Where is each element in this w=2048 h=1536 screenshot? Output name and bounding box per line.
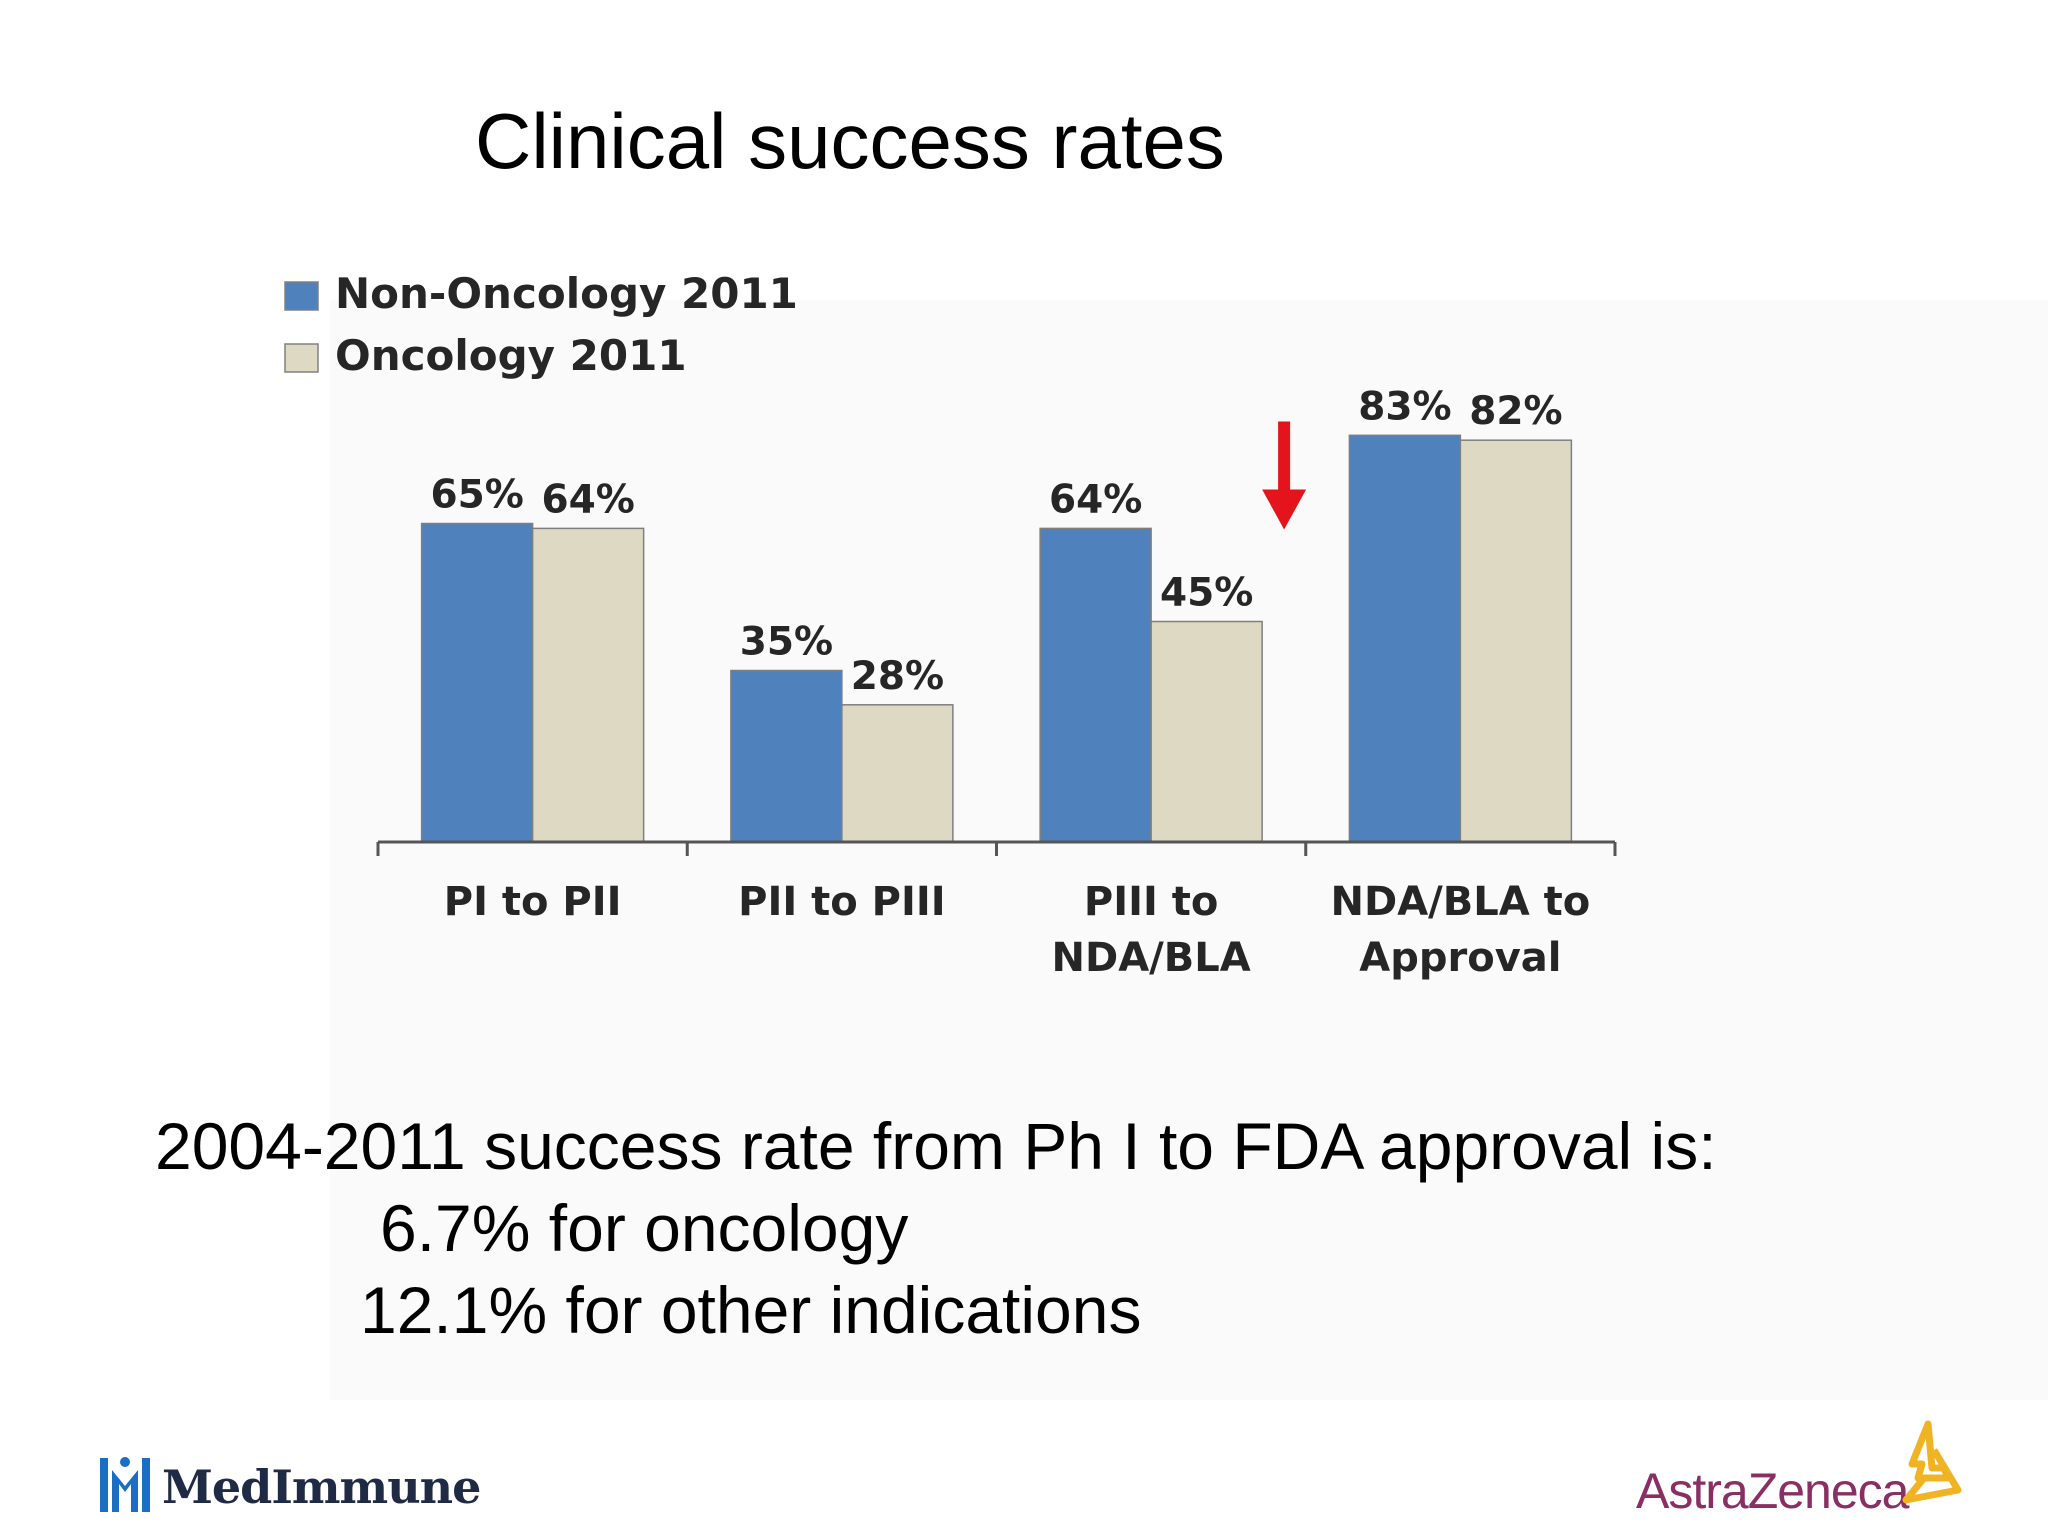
astrazeneca-wordmark: AstraZeneca [1636,1463,1909,1519]
astrazeneca-logo: AstraZeneca [1636,1420,1966,1520]
bar [730,669,843,843]
bar [1348,434,1462,843]
data-label: 35% [740,620,833,665]
data-label: 65% [430,473,523,518]
category-label: PIII to [1084,879,1219,925]
data-label: 45% [1160,571,1253,616]
category-label: PI to PII [444,879,622,925]
data-label: 64% [541,477,634,522]
bar [1039,527,1152,843]
data-label: 64% [1049,477,1142,522]
bar [1459,439,1573,843]
bar [531,527,645,843]
category-label: NDA/BLA to [1331,879,1591,925]
slide-title: Clinical success rates [475,97,1225,185]
success-rate-bar-chart: Non-Oncology 2011 Oncology 2011 65% 64% PI t… [284,269,1617,981]
legend-swatch [284,281,319,311]
medimmune-wordmark: MedImmune [162,1460,481,1514]
other-indications-rate-line: 12.1% for other indications [360,1273,1142,1347]
medimmune-mark-icon [100,1457,150,1512]
category-label: Approval [1359,935,1561,981]
data-label: 83% [1358,384,1451,429]
summary-line: 2004-2011 success rate from Ph I to FDA … [155,1109,1717,1183]
data-label: 28% [851,654,944,699]
bar [841,704,954,843]
bar [1150,620,1263,843]
category-label: PII to PIII [738,879,946,925]
category-label: NDA/BLA [1052,935,1251,981]
medimmune-logo: MedImmune [100,1452,481,1514]
legend-label: Non-Oncology 2011 [335,269,798,318]
data-label: 82% [1469,389,1562,434]
legend-label: Oncology 2011 [335,331,687,380]
chart-background-panel [330,300,2048,1400]
legend-swatch [284,343,319,373]
bar [420,522,534,843]
oncology-rate-line: 6.7% for oncology [380,1191,909,1265]
down-arrow-icon [1262,421,1307,530]
astrazeneca-symbol-icon [1902,1420,1962,1504]
